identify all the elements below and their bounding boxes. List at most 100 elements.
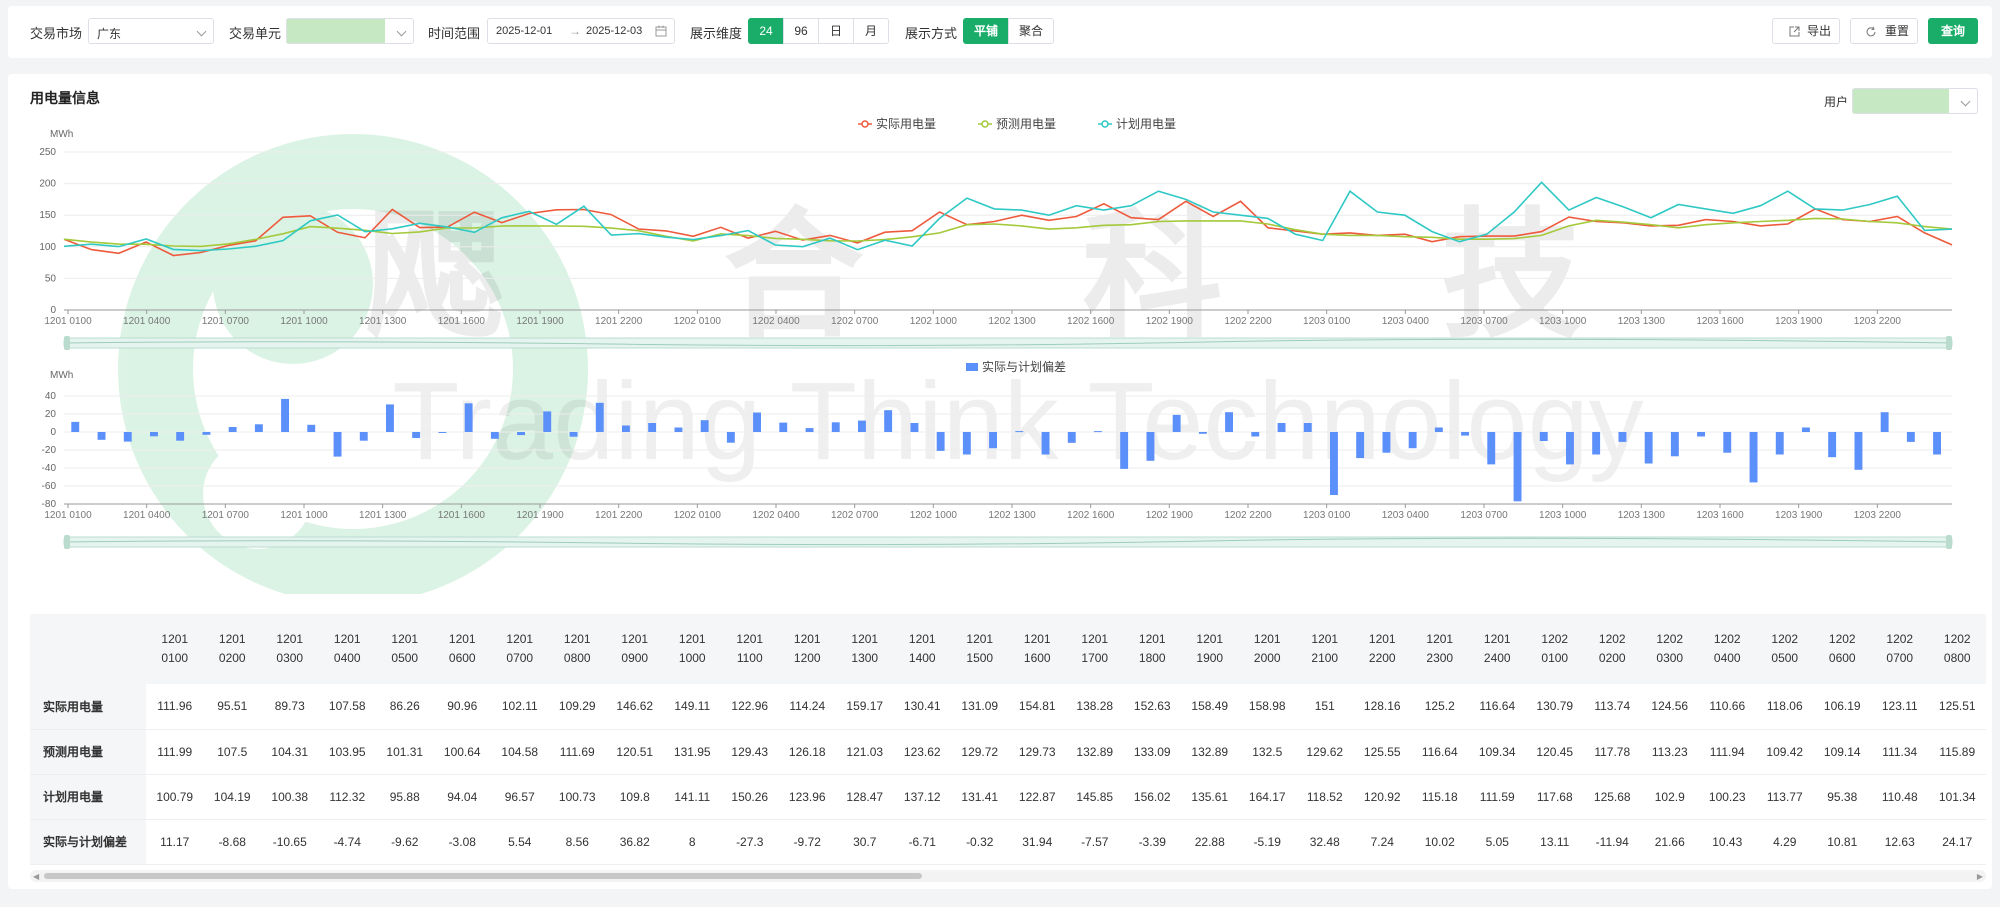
table-cell: 125.55 — [1353, 729, 1411, 775]
table-column-header: 1202 0800 — [1928, 614, 1986, 684]
dimension-option-month[interactable]: 月 — [853, 18, 889, 44]
dimension-option-24[interactable]: 24 — [748, 18, 784, 44]
date-end[interactable]: 2025-12-03 — [586, 25, 643, 37]
table-column-header: 1201 1100 — [721, 614, 779, 684]
dimension-option-day[interactable]: 日 — [818, 18, 854, 44]
table-cell: 109.42 — [1756, 729, 1814, 775]
table-column-header: 1201 0200 — [203, 614, 261, 684]
deviation-bar — [1906, 432, 1915, 442]
deviation-bar — [858, 420, 866, 432]
table-cell: 24.17 — [1928, 819, 1986, 865]
table-cell: -27.3 — [721, 819, 779, 865]
table-column-header: 1201 1600 — [1008, 614, 1066, 684]
deviation-bar — [307, 424, 316, 432]
chevron-down-icon — [196, 26, 207, 37]
reset-button[interactable]: 重置 — [1850, 18, 1918, 44]
table-cell: -11.94 — [1583, 819, 1641, 865]
x-tick-label: 1201 0400 — [123, 316, 171, 327]
table-cell: -9.72 — [778, 819, 836, 865]
export-button[interactable]: 导出 — [1772, 18, 1840, 44]
deviation-bar — [202, 432, 211, 435]
deviation-bar — [464, 403, 473, 432]
mode-option-tile[interactable]: 平铺 — [963, 18, 1009, 44]
scrollbar-thumb[interactable] — [44, 873, 922, 879]
x-tick-label: 1203 2200 — [1854, 316, 1902, 327]
table-cell: 10.81 — [1813, 819, 1871, 865]
legend-marker — [1101, 120, 1109, 128]
user-label: 用户 — [1824, 95, 1849, 109]
deviation-bar — [1434, 427, 1443, 432]
table-cell: 130.41 — [893, 684, 951, 730]
table-cell: 111.34 — [1871, 729, 1929, 775]
column-date: 1202 — [1541, 632, 1569, 646]
deviation-bar — [700, 420, 709, 432]
table-cell: 109.14 — [1813, 729, 1871, 775]
range-arrow-icon: → — [569, 24, 581, 38]
table-column-header: 1201 1400 — [893, 614, 951, 684]
table-column-header: 1201 2100 — [1296, 614, 1354, 684]
table-cell: 122.96 — [721, 684, 779, 730]
table-cell: 113.23 — [1641, 729, 1699, 775]
bar-chart-legend: 实际与计划偏差 — [966, 359, 1066, 374]
user-select[interactable] — [1852, 88, 1978, 114]
table-cell: 137.12 — [893, 774, 951, 820]
table-row: 实际与计划偏差 11.17 -8.68 -10.65 -4.74 -9.62 -3.08 5.… — [30, 819, 1986, 865]
line-chart-xticks: 1201 0100 1201 0400 1201 0700 1201 1000 1201… — [44, 310, 1901, 327]
table-cell: 141.11 — [663, 774, 721, 820]
deviation-bar — [1015, 431, 1024, 433]
line-chart-zoom-slider[interactable] — [63, 336, 1953, 350]
column-time: 1700 — [1081, 651, 1109, 665]
deviation-bar — [1854, 432, 1863, 470]
y-tick-label: 100 — [39, 242, 56, 253]
line-chart-legend: 实际用电量 预测用电量 计划用电量 — [858, 116, 1176, 131]
data-table-container[interactable]: 1201 0100 1201 0200 1201 0300 1201 0400 1201 0500… — [30, 614, 1986, 868]
column-date: 1201 — [1253, 632, 1281, 646]
y-tick-label: 40 — [45, 391, 57, 402]
x-tick-label: 1202 1600 — [1067, 316, 1115, 327]
table-cell: 115.89 — [1928, 729, 1986, 775]
scroll-right-icon[interactable]: ▶ — [1976, 872, 1983, 881]
table-column-header: 1201 2400 — [1468, 614, 1526, 684]
zoom-handle-right[interactable] — [1946, 336, 1952, 350]
deviation-bar — [1775, 432, 1784, 455]
deviation-bar — [595, 402, 604, 432]
table-cell: -4.74 — [318, 819, 376, 865]
bar-chart-bars — [71, 398, 1941, 502]
unit-select[interactable] — [286, 18, 414, 44]
table-cell: 129.43 — [721, 729, 779, 775]
query-button[interactable]: 查询 — [1928, 18, 1978, 44]
bar-chart-zoom-slider[interactable] — [63, 535, 1953, 549]
deviation-bar — [1120, 432, 1129, 469]
column-time: 0100 — [1541, 651, 1569, 665]
row-label: 计划用电量 — [30, 774, 146, 820]
line-chart-yticks: 0 50 100 150 200 250 — [39, 147, 56, 316]
deviation-bar — [936, 432, 945, 451]
column-time: 0600 — [448, 651, 476, 665]
scroll-left-icon[interactable]: ◀ — [33, 872, 40, 881]
table-cell: 123.62 — [893, 729, 951, 775]
deviation-bar — [1172, 414, 1181, 432]
table-column-header: 1201 0100 — [146, 614, 204, 684]
mode-option-aggregate[interactable]: 聚合 — [1008, 18, 1054, 44]
date-range-picker[interactable]: 2025-12-01 → 2025-12-03 — [487, 18, 675, 44]
y-tick-label: 150 — [39, 210, 56, 221]
zoom-handle-left[interactable] — [64, 535, 70, 549]
market-select[interactable]: 广东 — [88, 18, 214, 44]
column-time: 0400 — [333, 651, 361, 665]
column-date: 1201 — [448, 632, 476, 646]
x-tick-label: 1203 1000 — [1539, 316, 1587, 327]
dimension-option-96[interactable]: 96 — [783, 18, 819, 44]
x-tick-label: 1202 0700 — [831, 316, 879, 327]
table-horizontal-scrollbar[interactable]: ◀ ▶ — [30, 870, 1986, 882]
zoom-handle-right[interactable] — [1946, 535, 1952, 549]
column-time: 2200 — [1368, 651, 1396, 665]
deviation-bar — [228, 427, 237, 432]
date-start[interactable]: 2025-12-01 — [496, 25, 553, 37]
table-cell: 10.02 — [1411, 819, 1469, 865]
deviation-bar — [1356, 432, 1365, 459]
bar-chart-ylabel: MWh — [50, 370, 73, 381]
table-cell: 125.68 — [1583, 774, 1641, 820]
table-cell: 146.62 — [606, 684, 664, 730]
column-time: 0800 — [563, 651, 591, 665]
zoom-handle-left[interactable] — [64, 336, 70, 350]
